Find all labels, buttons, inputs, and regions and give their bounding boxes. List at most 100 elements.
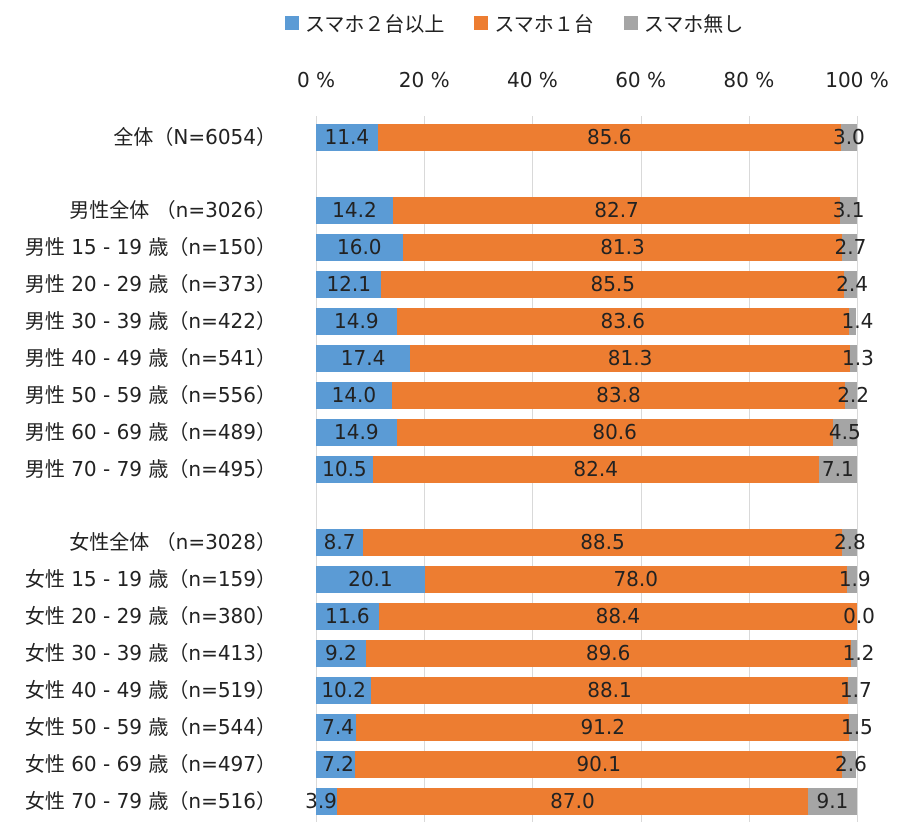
bar-segment (844, 271, 857, 298)
data-label: 91.2 (580, 715, 625, 739)
x-tick-label: 100 % (825, 68, 889, 92)
data-label: 14.9 (334, 309, 379, 333)
bar-segment (316, 234, 403, 261)
bar-segment (818, 456, 857, 483)
category-label: 女性全体 （n=3028） (69, 530, 276, 554)
bar-segment (845, 382, 857, 409)
bar-segment (849, 714, 858, 741)
x-tick-label: 60 % (615, 68, 666, 92)
bar-segment (391, 382, 846, 409)
data-label: 8.7 (323, 530, 356, 554)
x-tick-label: 0 % (296, 68, 336, 92)
data-label: 17.4 (340, 346, 386, 370)
data-label: 81.3 (600, 235, 645, 259)
bar-segment (354, 751, 843, 778)
legend-label-none: スマホ無し (643, 12, 744, 36)
bar-segment (316, 419, 397, 446)
category-label: 女性 40 - 49 歳（n=519） (24, 678, 276, 702)
data-label: 82.7 (594, 198, 639, 222)
category-label: 女性 70 - 79 歳（n=516） (24, 789, 276, 813)
bar-segment (363, 529, 842, 556)
bar-segment (316, 640, 366, 667)
data-label: 3.1 (832, 198, 865, 222)
data-label: 2.2 (837, 383, 869, 407)
category-label: 女性 50 - 59 歳（n=544） (24, 715, 276, 739)
data-label: 88.5 (580, 530, 625, 554)
data-label: 1.3 (842, 346, 874, 370)
bar-segment (316, 197, 393, 224)
data-label: 1.7 (839, 678, 872, 702)
category-label: 男性全体 （n=3026） (69, 198, 276, 222)
bar-segment (316, 603, 379, 630)
data-label: 10.5 (322, 457, 367, 481)
legend-label-two-or-more: スマホ２台以上 (305, 12, 445, 36)
legend-item-one: スマホ１台 (474, 8, 594, 37)
bar-segment (316, 271, 382, 298)
data-label: 87.0 (550, 789, 595, 813)
category-label: 女性 20 - 29 歳（n=380） (24, 604, 276, 628)
data-label: 3.0 (832, 125, 865, 149)
bar-segment (832, 419, 857, 446)
data-label: 1.9 (838, 567, 871, 591)
legend-item-none: スマホ無し (623, 8, 744, 37)
data-label: 90.1 (576, 752, 621, 776)
bar-segment (402, 234, 843, 261)
data-label: 10.2 (321, 678, 366, 702)
x-tick-label: 20 % (398, 68, 450, 92)
category-label: 男性 50 - 59 歳（n=556） (24, 383, 276, 407)
bar-segment (847, 677, 857, 704)
data-label: 83.8 (596, 383, 641, 407)
bar-segment (381, 271, 844, 298)
legend-swatch-two-or-more (285, 15, 299, 30)
data-label: 85.5 (590, 272, 635, 296)
bar-segment (377, 124, 841, 151)
bar-segment (365, 640, 851, 667)
category-label: 全体（N=6054） (113, 125, 276, 149)
bar-segment (316, 308, 397, 335)
gridline (857, 116, 858, 822)
data-label: 78.0 (613, 567, 658, 591)
data-label: 1.2 (842, 641, 875, 665)
data-label: 1.5 (840, 715, 873, 739)
bar-segment (372, 456, 819, 483)
data-label: 80.6 (592, 420, 637, 444)
legend-swatch-one (474, 15, 489, 30)
data-label: 14.9 (334, 420, 379, 444)
data-label: 16.0 (337, 235, 382, 259)
legend-swatch-none (623, 15, 638, 30)
bar-segment (371, 677, 848, 704)
bar-segment (848, 308, 857, 335)
legend: スマホ２台以上 スマホ１台 スマホ無し (285, 8, 743, 37)
bar-segment (356, 714, 850, 741)
data-label: 82.4 (573, 457, 618, 481)
data-label: 3.9 (305, 789, 337, 813)
bar-segment (316, 456, 373, 483)
data-label: 88.1 (587, 678, 632, 702)
data-label: 81.3 (607, 346, 653, 370)
data-label: 9.1 (816, 789, 849, 813)
bar-segment (316, 751, 355, 778)
data-label: 0.0 (843, 604, 875, 628)
data-label: 88.4 (595, 604, 641, 628)
bar-segment (316, 529, 364, 556)
bar-segment (840, 197, 857, 224)
bar-segment (840, 124, 857, 151)
legend-label-one: スマホ１台 (494, 12, 594, 36)
bar-segment (841, 529, 857, 556)
bar-segment (807, 788, 857, 815)
bar-segment (850, 640, 857, 667)
data-label: 7.1 (821, 457, 854, 481)
bar-segment (316, 382, 392, 409)
category-label: 男性 30 - 39 歳（n=422） (24, 309, 276, 333)
data-label: 14.0 (331, 383, 377, 407)
data-label: 89.6 (585, 641, 631, 665)
x-tick-label: 40 % (506, 68, 558, 92)
category-label: 女性 15 - 19 歳（n=159） (24, 567, 276, 591)
bar-segment (410, 345, 850, 372)
bar-segment (849, 345, 857, 372)
category-label: 女性 30 - 39 歳（n=413） (24, 641, 276, 665)
bar-segment (846, 566, 857, 593)
category-label: 男性 40 - 49 歳（n=541） (24, 346, 276, 370)
data-label: 2.6 (835, 752, 867, 776)
bar-segment (842, 234, 857, 261)
